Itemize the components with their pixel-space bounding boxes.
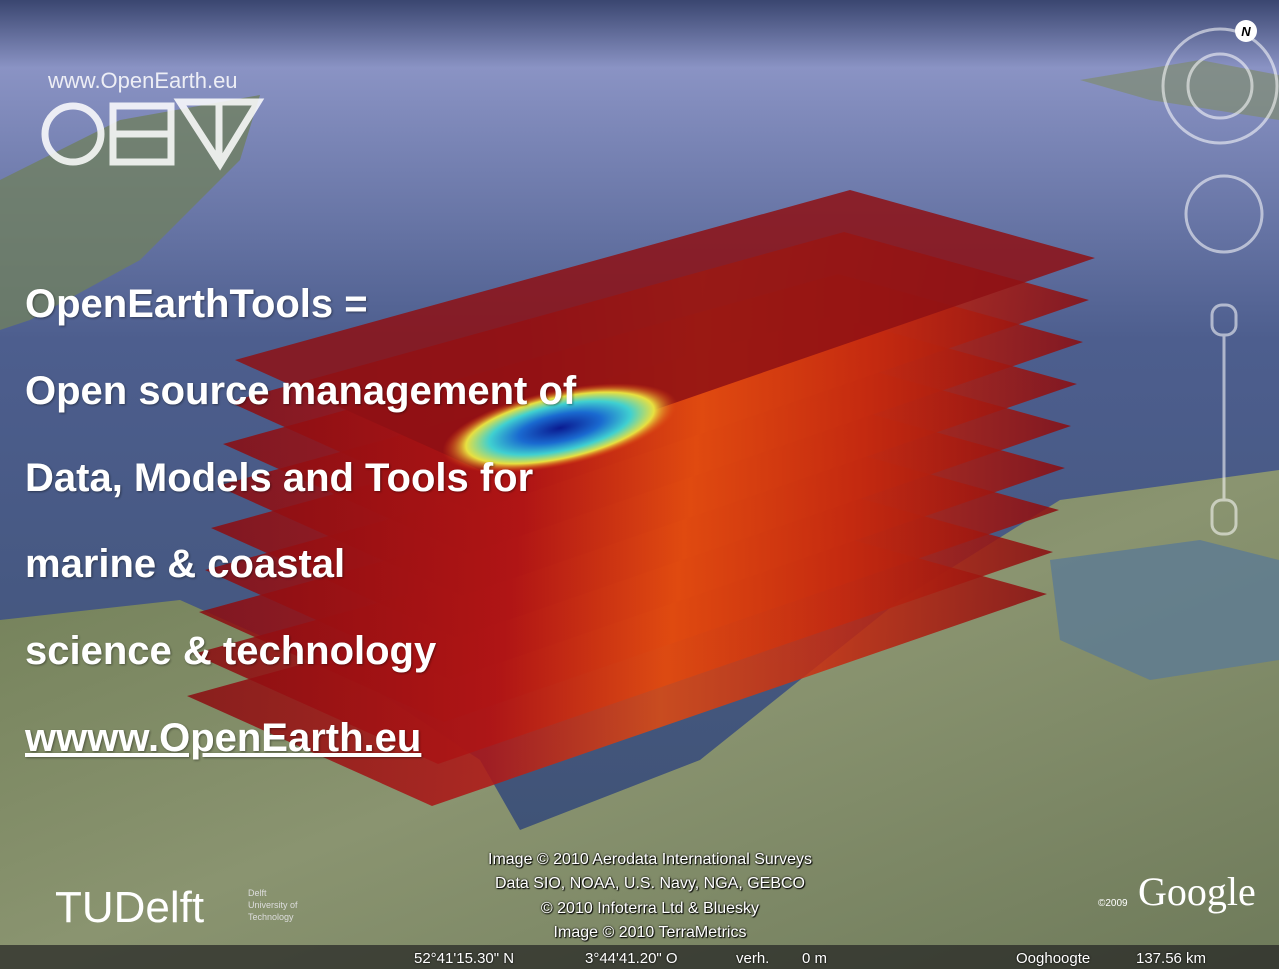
headline-link[interactable]: wwww.OpenEarth.eu	[25, 716, 421, 761]
longitude: 3°44'41.20" O	[585, 950, 678, 967]
compass-north: N	[1241, 24, 1251, 39]
attribution-line: © 2010 Infoterra Ltd & Bluesky	[440, 900, 860, 918]
university-subtitle: Delft	[248, 888, 267, 898]
university-subtitle: Technology	[248, 912, 294, 922]
attribution-line: Data SIO, NOAA, U.S. Navy, NGA, GEBCO	[440, 875, 860, 893]
university-name: TUDelft	[55, 883, 204, 932]
google-year: ©2009	[1098, 898, 1128, 909]
logo-url: www.OpenEarth.eu	[47, 68, 238, 93]
headline-line: marine & coastal	[25, 542, 345, 587]
elevation: 0 m	[802, 950, 827, 967]
attribution-line: Image © 2010 TerraMetrics	[440, 924, 860, 942]
screen: N www.OpenEarth.eu TUDelft Delft Univers…	[0, 0, 1279, 969]
headline-line: OpenEarthTools =	[25, 282, 368, 327]
google-brand: Google	[1138, 869, 1256, 914]
latitude: 52°41'15.30" N	[414, 950, 514, 967]
university-subtitle: University of	[248, 900, 298, 910]
headline-line: Data, Models and Tools for	[25, 456, 533, 501]
elevation-label: verh.	[736, 950, 769, 967]
attribution-line: Image © 2010 Aerodata International Surv…	[440, 851, 860, 869]
eye-altitude: 137.56 km	[1136, 950, 1206, 967]
headline-line: Open source management of	[25, 369, 576, 414]
headline-line: science & technology	[25, 629, 436, 674]
eye-altitude-label: Ooghoogte	[1016, 950, 1090, 967]
